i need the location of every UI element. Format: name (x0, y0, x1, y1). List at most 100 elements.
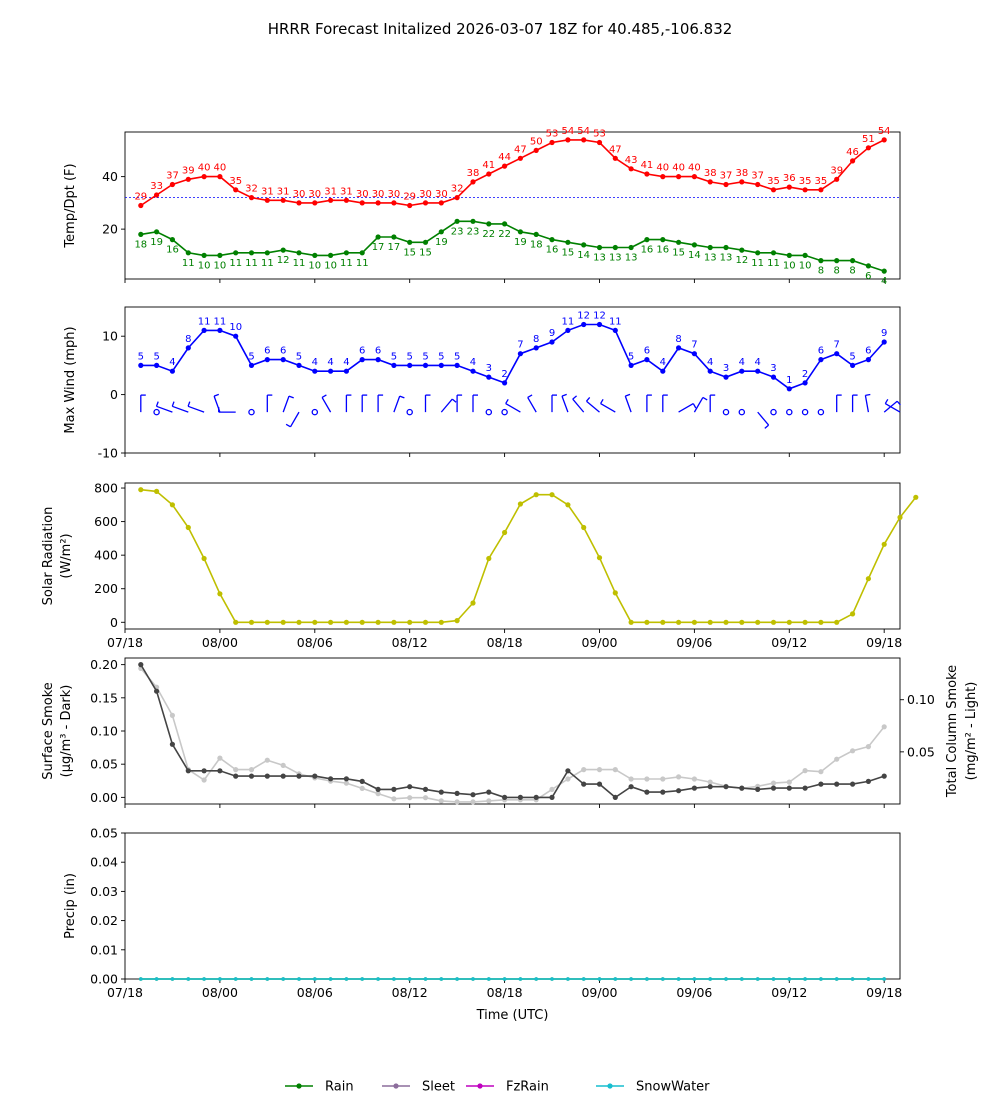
wind-point (691, 351, 698, 357)
wind-data-label: 3 (486, 363, 492, 374)
precip-point (360, 977, 365, 981)
wind-y-tick-label: 10 (102, 329, 118, 344)
smoke-point (343, 776, 349, 782)
precip-point (139, 977, 143, 981)
temp-point (770, 187, 777, 193)
precip-point (834, 977, 839, 981)
temp-data-label: 37 (751, 171, 764, 182)
precip-point (518, 977, 523, 981)
legend-label: Rain (325, 1080, 354, 1095)
temp-point (755, 250, 761, 256)
wind-data-label: 8 (185, 334, 191, 345)
temp-data-label: 13 (625, 253, 638, 264)
temp-point (802, 252, 808, 258)
temp-point (375, 200, 381, 206)
panel-solar: 07/18 08/00 08/06 08/12 08/18 09/00 09/06 09/12… (41, 481, 919, 650)
calm-wind-circle (817, 408, 825, 416)
wind-point (248, 362, 255, 368)
temp-data-label: 31 (340, 186, 353, 197)
solar-x-tick-label: 09/18 (866, 635, 902, 650)
precip-x-tick-label: 08/18 (487, 985, 523, 1000)
wind-data-label: 10 (229, 322, 242, 333)
wind-point (470, 368, 476, 374)
temp-data-label: 53 (546, 129, 559, 140)
wind-data-label: 11 (198, 316, 211, 327)
temp-point (264, 250, 270, 256)
legend-item-rain: Rain (285, 1080, 354, 1095)
smoke-point (691, 785, 698, 791)
smoke-ylabel: Surface Smoke (41, 682, 56, 780)
wind-barb-flag (213, 393, 220, 397)
temp-point (723, 181, 729, 188)
smoke-point (375, 786, 381, 793)
temp-data-label: 13 (720, 253, 733, 264)
solar-point (565, 502, 571, 508)
temp-data-label: 32 (451, 184, 464, 195)
solar-point (359, 619, 365, 625)
temp-point (328, 252, 334, 258)
legend-marker (477, 1083, 483, 1089)
solar-y-tick-label: 800 (94, 481, 118, 496)
precip-y-tick-label: 0.00 (90, 972, 118, 987)
smoke-point (581, 767, 587, 773)
temp-data-label: 33 (150, 181, 163, 192)
precip-point (645, 977, 649, 981)
temp-point (233, 187, 239, 193)
smoke-point (644, 776, 650, 782)
temp-data-label: 22 (498, 229, 511, 240)
temp-point (201, 252, 207, 258)
wind-data-label: 6 (375, 346, 381, 357)
solar-point (185, 524, 191, 531)
solar-point (628, 619, 634, 625)
temp-data-label: 15 (419, 247, 432, 258)
temp-point (359, 250, 365, 256)
wind-data-label: 11 (561, 316, 574, 327)
smoke-point (217, 755, 223, 761)
temp-point (248, 250, 255, 256)
wind-data-label: 6 (280, 346, 286, 357)
calm-wind-circle (738, 408, 746, 416)
temp-data-label: 13 (593, 253, 606, 264)
wind-barb (505, 403, 521, 413)
temp-point (628, 166, 634, 172)
solar-x-tick-label: 09/00 (581, 635, 617, 650)
wind-barb (757, 411, 770, 426)
wind-barb-flag (600, 398, 604, 404)
temp-point (517, 229, 524, 235)
solar-point (596, 555, 603, 561)
smoke-point (438, 798, 444, 804)
precip-x-tick-label: 08/00 (202, 985, 238, 1000)
temp-point (280, 247, 286, 253)
wind-data-label: 5 (407, 351, 413, 362)
temp-data-label: 40 (656, 163, 669, 174)
solar-point (248, 619, 255, 625)
temp-point (407, 202, 413, 209)
wind-point (359, 357, 365, 363)
smoke-y-tick-label: 0.05 (90, 757, 118, 772)
wind-point (565, 327, 571, 333)
temp-data-label: 11 (182, 258, 195, 269)
wind-point (517, 351, 524, 357)
smoke-point (391, 786, 397, 793)
smoke-point (628, 776, 634, 782)
wind-point (154, 362, 160, 368)
smoke-point (850, 748, 856, 754)
wind-point (612, 327, 618, 333)
precip-point (233, 977, 238, 981)
smoke-point (280, 762, 286, 769)
wind-barb-flag (505, 398, 509, 404)
temp-point (581, 242, 587, 248)
temp-data-label: 40 (672, 163, 685, 174)
temp-point (185, 176, 191, 182)
temp-data-label: 4 (881, 276, 887, 287)
wind-point (755, 368, 761, 374)
temp-point (850, 158, 856, 164)
temp-data-label: 40 (198, 163, 211, 174)
solar-point (850, 611, 856, 617)
temp-ylabel: Temp/Dpt (F) (63, 163, 78, 248)
calm-wind-circle (406, 408, 413, 416)
temp-point (834, 176, 840, 182)
wind-point (454, 362, 460, 368)
solar-point (264, 619, 270, 625)
